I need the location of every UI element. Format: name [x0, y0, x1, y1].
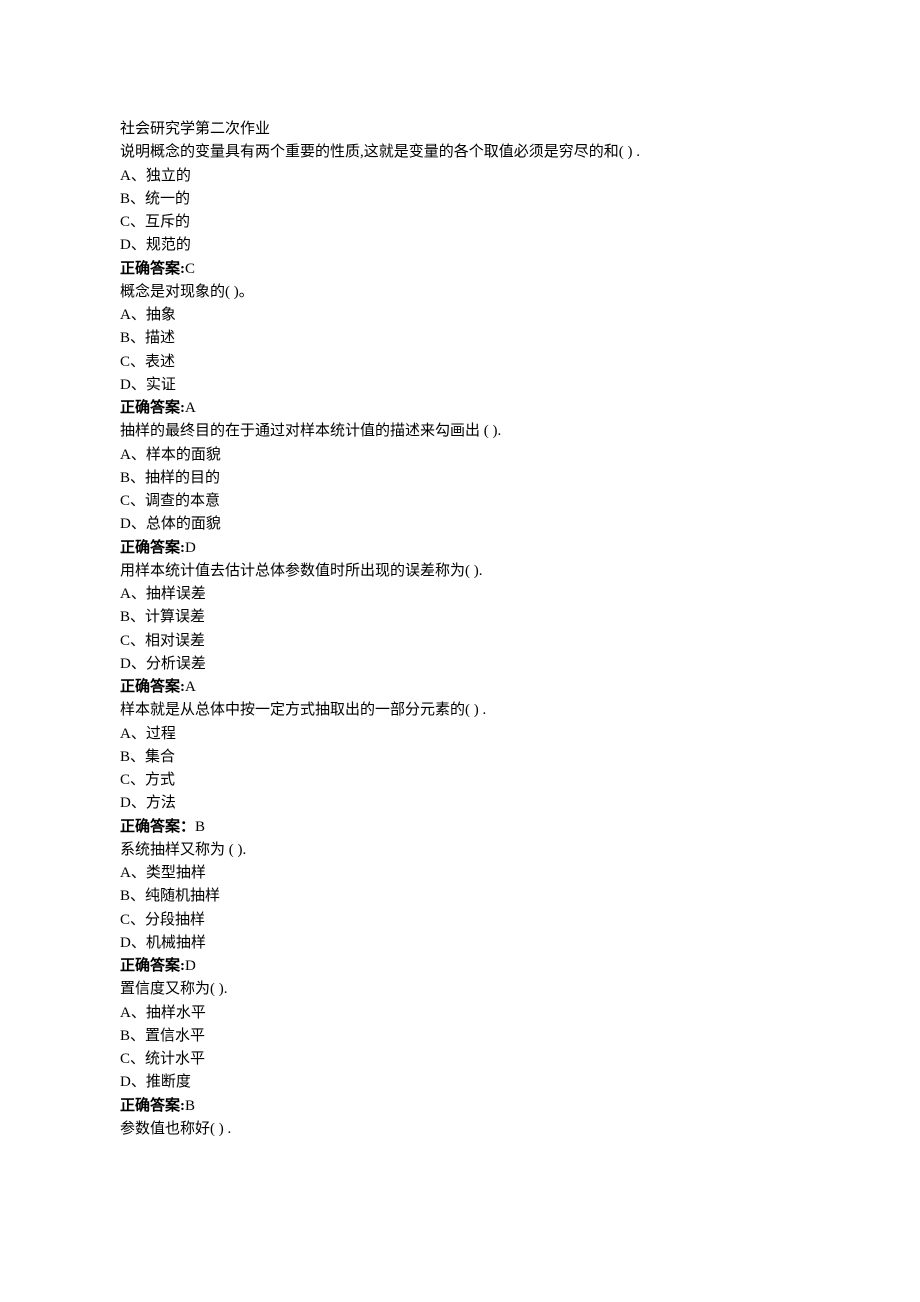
- answer-label: 正确答案:: [120, 261, 185, 277]
- answer-value: D: [185, 540, 196, 556]
- correct-answer: 正确答案：B: [120, 816, 800, 839]
- question-option: B、集合: [120, 746, 800, 769]
- question-option: C、调查的本意: [120, 490, 800, 513]
- question-option: C、表述: [120, 351, 800, 374]
- correct-answer: 正确答案:A: [120, 676, 800, 699]
- question-option: B、计算误差: [120, 606, 800, 629]
- question-stem: 参数值也称好( ) .: [120, 1118, 800, 1141]
- question-option: D、机械抽样: [120, 932, 800, 955]
- questions-container: 说明概念的变量具有两个重要的性质,这就是变量的各个取值必须是穷尽的和( ) .A…: [120, 141, 800, 1141]
- answer-value: B: [185, 1098, 195, 1114]
- question-stem: 用样本统计值去估计总体参数值时所出现的误差称为( ).: [120, 560, 800, 583]
- question-option: A、样本的面貌: [120, 444, 800, 467]
- answer-label: 正确答案:: [120, 679, 185, 695]
- answer-value: A: [185, 400, 196, 416]
- answer-value: D: [185, 958, 196, 974]
- page-title: 社会研究学第二次作业: [120, 118, 800, 141]
- question-option: D、方法: [120, 792, 800, 815]
- question-option: A、抽样水平: [120, 1002, 800, 1025]
- question-option: A、独立的: [120, 165, 800, 188]
- question-option: A、抽象: [120, 304, 800, 327]
- question-stem: 概念是对现象的( )。: [120, 281, 800, 304]
- answer-value: C: [185, 261, 195, 277]
- question-option: B、抽样的目的: [120, 467, 800, 490]
- question-option: B、描述: [120, 327, 800, 350]
- question-option: D、总体的面貌: [120, 513, 800, 536]
- question-option: D、规范的: [120, 234, 800, 257]
- question-stem: 抽样的最终目的在于通过对样本统计值的描述来勾画出 ( ).: [120, 420, 800, 443]
- answer-value: B: [195, 819, 205, 835]
- answer-label: 正确答案：: [120, 819, 195, 835]
- correct-answer: 正确答案:D: [120, 537, 800, 560]
- question-option: B、纯随机抽样: [120, 885, 800, 908]
- question-stem: 系统抽样又称为 ( ).: [120, 839, 800, 862]
- answer-label: 正确答案:: [120, 540, 185, 556]
- correct-answer: 正确答案:D: [120, 955, 800, 978]
- answer-label: 正确答案:: [120, 400, 185, 416]
- answer-value: A: [185, 679, 196, 695]
- question-option: D、实证: [120, 374, 800, 397]
- question-option: C、互斥的: [120, 211, 800, 234]
- answer-label: 正确答案:: [120, 958, 185, 974]
- question-option: B、置信水平: [120, 1025, 800, 1048]
- correct-answer: 正确答案:C: [120, 258, 800, 281]
- question-stem: 样本就是从总体中按一定方式抽取出的一部分元素的( ) .: [120, 699, 800, 722]
- question-option: D、推断度: [120, 1071, 800, 1094]
- question-option: A、类型抽样: [120, 862, 800, 885]
- correct-answer: 正确答案:A: [120, 397, 800, 420]
- question-option: A、抽样误差: [120, 583, 800, 606]
- question-option: D、分析误差: [120, 653, 800, 676]
- question-option: C、方式: [120, 769, 800, 792]
- question-option: C、统计水平: [120, 1048, 800, 1071]
- answer-label: 正确答案:: [120, 1098, 185, 1114]
- question-option: B、统一的: [120, 188, 800, 211]
- question-stem: 说明概念的变量具有两个重要的性质,这就是变量的各个取值必须是穷尽的和( ) .: [120, 141, 800, 164]
- document-page: 社会研究学第二次作业 说明概念的变量具有两个重要的性质,这就是变量的各个取值必须…: [0, 0, 920, 1201]
- correct-answer: 正确答案:B: [120, 1095, 800, 1118]
- question-option: A、过程: [120, 723, 800, 746]
- question-option: C、分段抽样: [120, 909, 800, 932]
- question-option: C、相对误差: [120, 630, 800, 653]
- question-stem: 置信度又称为( ).: [120, 978, 800, 1001]
